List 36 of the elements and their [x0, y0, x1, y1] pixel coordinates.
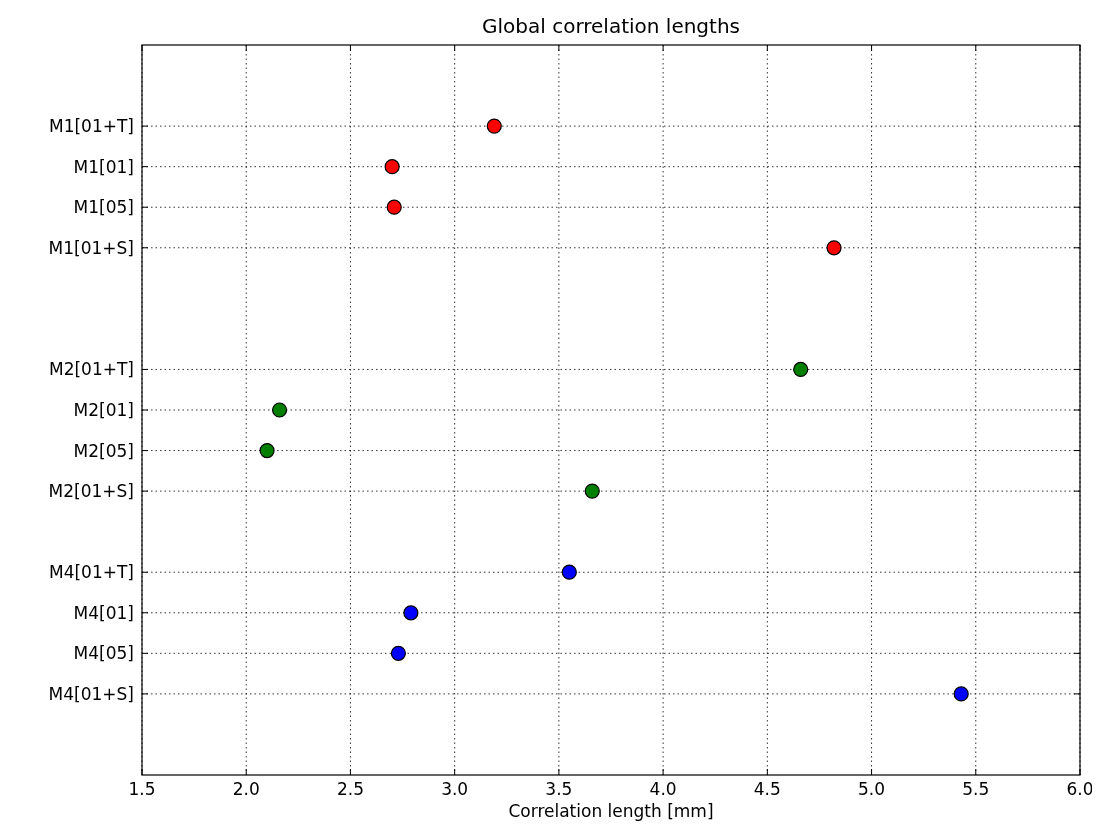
point — [384, 159, 400, 175]
y-tick-label: M2[01+S] — [48, 481, 134, 502]
y-tick-label: M4[01+S] — [48, 683, 134, 704]
point — [271, 402, 288, 418]
y-tick-label: M4[01] — [73, 602, 134, 623]
x-tick-label: 2.5 — [336, 779, 364, 799]
x-tick-label: 2.0 — [232, 779, 260, 799]
point — [403, 605, 419, 621]
point — [826, 240, 842, 256]
x-tick-label: 5.0 — [858, 779, 886, 799]
y-tick-label: M1[01] — [73, 156, 134, 177]
y-tick-label: M1[01+S] — [48, 237, 134, 258]
x-tick-label: 5.5 — [962, 779, 990, 799]
x-tick-label: 4.0 — [649, 779, 677, 799]
x-tick-label: 1.5 — [128, 779, 156, 799]
point — [259, 442, 275, 459]
x-tick-label: 4.5 — [753, 779, 781, 799]
y-tick-label: M2[01] — [73, 399, 134, 420]
y-tick-label: M1[01+T] — [48, 116, 134, 137]
y-tick-label: M2[05] — [73, 440, 134, 461]
y-tick-label: M1[05] — [73, 197, 134, 218]
point — [486, 118, 502, 134]
point — [953, 686, 969, 702]
x-tick-label: 3.5 — [545, 779, 573, 799]
point — [561, 564, 577, 580]
x-tick-label: 3.0 — [441, 779, 469, 799]
chart-title: Global correlation lengths — [482, 14, 740, 38]
point — [793, 361, 809, 378]
x-tick-label: 6.0 — [1066, 779, 1094, 799]
y-tick-label: M4[01+T] — [48, 562, 134, 583]
y-tick-label: M4[05] — [73, 643, 134, 664]
x-axis-title: Correlation length [mm] — [508, 801, 714, 821]
point — [390, 645, 406, 661]
point — [386, 199, 402, 215]
y-tick-label: M2[01+T] — [48, 359, 134, 380]
point — [584, 483, 600, 499]
